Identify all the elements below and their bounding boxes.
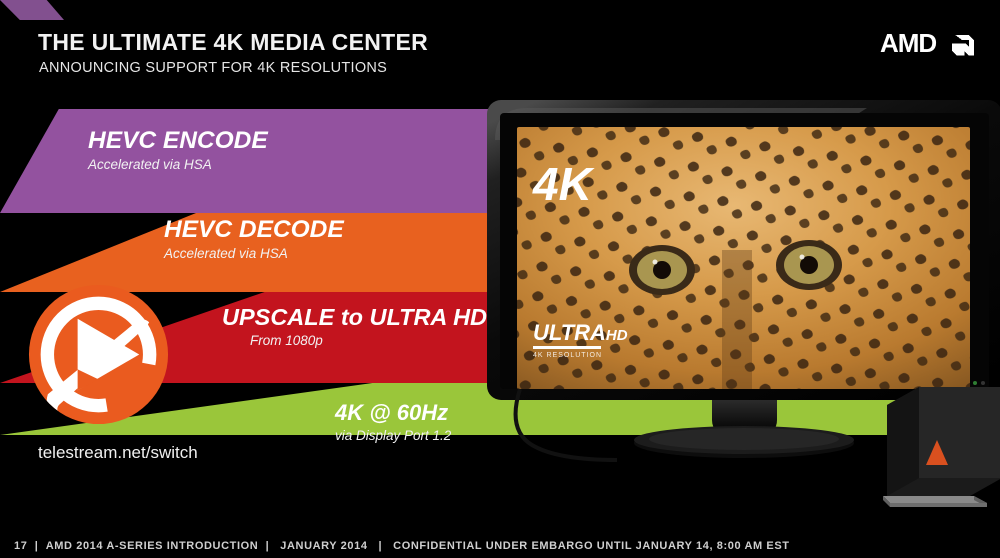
svg-text:4K RESOLUTION: 4K RESOLUTION [533, 352, 602, 359]
svg-text:4K: 4K [532, 158, 595, 210]
svg-text:AMD: AMD [880, 29, 936, 58]
